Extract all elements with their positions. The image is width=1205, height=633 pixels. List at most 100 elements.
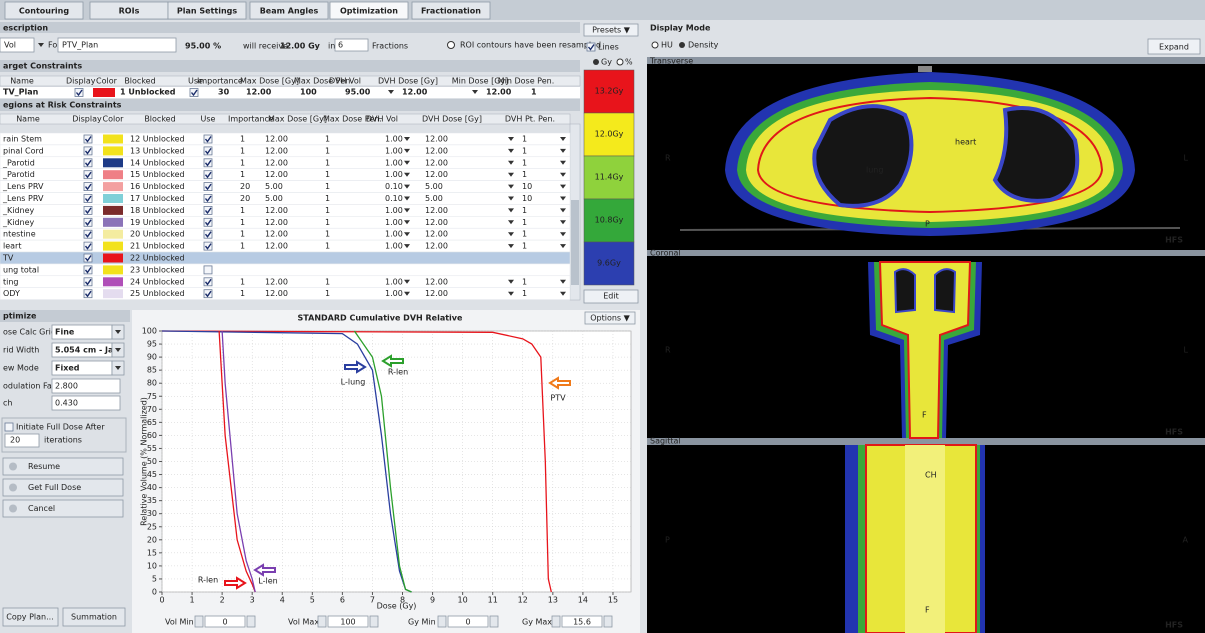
use-checkbox[interactable] xyxy=(189,88,199,97)
dvh-curve xyxy=(218,330,256,593)
cell: 12.00 xyxy=(425,206,448,215)
dropdown-arrow xyxy=(560,291,566,296)
orientation-label: L xyxy=(1184,154,1189,163)
use-checkbox[interactable] xyxy=(203,289,213,299)
check-mark xyxy=(84,159,92,167)
display-checkbox[interactable] xyxy=(83,253,93,263)
spin-button xyxy=(369,615,379,628)
cell: 14 Unblocked xyxy=(130,158,185,167)
edit-button[interactable] xyxy=(583,289,639,304)
display-checkbox[interactable] xyxy=(83,289,93,299)
button-icon xyxy=(9,483,17,492)
display-checkbox[interactable] xyxy=(74,88,84,97)
cell: ung total xyxy=(3,265,39,274)
x-tick-label: 1 xyxy=(190,596,195,605)
display-checkbox[interactable] xyxy=(83,158,93,168)
input-value: 2.800 xyxy=(55,382,78,391)
tab[interactable] xyxy=(329,1,409,20)
table-row xyxy=(0,87,580,98)
input[interactable] xyxy=(334,38,369,52)
lines-checkbox[interactable] xyxy=(586,42,596,52)
prescription-percent: 95.00 % xyxy=(185,42,221,51)
presets-button[interactable] xyxy=(583,23,639,37)
input[interactable] xyxy=(327,615,369,628)
combo-value: Fixed xyxy=(55,364,80,373)
tab[interactable] xyxy=(411,1,491,20)
use-checkbox[interactable] xyxy=(203,182,213,192)
wash-level[interactable] xyxy=(583,69,635,114)
wash-level[interactable] xyxy=(583,112,635,157)
input[interactable] xyxy=(447,615,489,628)
initiate-checkbox[interactable] xyxy=(4,422,14,432)
options-button[interactable] xyxy=(584,311,636,325)
use-checkbox[interactable] xyxy=(203,205,213,215)
x-tick-label: 11 xyxy=(488,596,498,605)
view-title: Coronal xyxy=(650,249,681,258)
cell: 1.00 xyxy=(385,230,403,239)
use-checkbox[interactable] xyxy=(203,146,213,156)
input[interactable] xyxy=(561,615,603,628)
button-label: Cancel xyxy=(28,504,55,513)
tab[interactable] xyxy=(249,1,329,20)
tab[interactable] xyxy=(4,1,84,20)
display-checkbox[interactable] xyxy=(83,182,93,192)
cell: 1 xyxy=(531,88,537,97)
use-checkbox[interactable] xyxy=(203,265,213,275)
cell: 12.00 xyxy=(265,206,288,215)
display-checkbox[interactable] xyxy=(83,217,93,227)
label: HU xyxy=(661,41,673,50)
cell: 12.00 xyxy=(425,242,448,251)
dropdown-arrow xyxy=(115,330,121,334)
column-header: Color xyxy=(103,115,125,124)
display-checkbox[interactable] xyxy=(83,265,93,275)
use-checkbox[interactable] xyxy=(203,277,213,287)
display-checkbox[interactable] xyxy=(83,134,93,144)
input[interactable] xyxy=(204,615,246,628)
use-checkbox[interactable] xyxy=(203,134,213,144)
display-checkbox[interactable] xyxy=(83,229,93,239)
cell: 1 xyxy=(522,289,527,298)
wash-level[interactable] xyxy=(583,155,635,200)
copy-plan-button[interactable] xyxy=(2,607,59,627)
wash-label: 10.8Gy xyxy=(595,216,624,225)
orientation-label: lung xyxy=(866,166,883,175)
display-checkbox[interactable] xyxy=(83,205,93,215)
button[interactable] xyxy=(2,478,124,497)
use-checkbox[interactable] xyxy=(203,158,213,168)
x-tick-label: 3 xyxy=(250,596,255,605)
column-header: Min Dose Pen. xyxy=(498,77,555,86)
cell: pinal Cord xyxy=(3,146,44,155)
cell: 1 xyxy=(325,230,330,239)
use-checkbox[interactable] xyxy=(203,194,213,203)
tab[interactable] xyxy=(167,1,247,20)
use-checkbox[interactable] xyxy=(203,241,213,251)
x-tick-label: 13 xyxy=(548,596,558,605)
spin-button xyxy=(603,615,613,628)
cell: 1.00 xyxy=(385,158,403,167)
cell: 1 xyxy=(240,230,245,239)
use-checkbox[interactable] xyxy=(203,170,213,180)
display-checkbox[interactable] xyxy=(83,277,93,287)
use-checkbox[interactable] xyxy=(203,229,213,239)
cell: 1 xyxy=(325,218,330,227)
cell: 20 xyxy=(240,182,250,191)
combo[interactable] xyxy=(57,37,177,53)
button[interactable] xyxy=(2,499,124,518)
dropdown-arrow xyxy=(404,172,410,177)
display-checkbox[interactable] xyxy=(83,194,93,203)
input[interactable] xyxy=(51,378,121,394)
display-checkbox[interactable] xyxy=(83,170,93,180)
dropdown-arrow xyxy=(560,137,566,141)
display-checkbox[interactable] xyxy=(83,241,93,251)
input-value: 0 xyxy=(222,618,227,627)
input[interactable] xyxy=(51,395,121,411)
use-checkbox[interactable] xyxy=(203,217,213,227)
check-mark xyxy=(204,147,212,155)
display-checkbox[interactable] xyxy=(83,146,93,156)
summation-button[interactable] xyxy=(62,607,126,627)
expand-button[interactable] xyxy=(1147,38,1201,55)
section-title: egions at Risk Constraints xyxy=(3,101,122,110)
wash-level[interactable] xyxy=(583,241,635,286)
table-row[interactable] xyxy=(0,287,571,300)
button[interactable] xyxy=(2,457,124,476)
